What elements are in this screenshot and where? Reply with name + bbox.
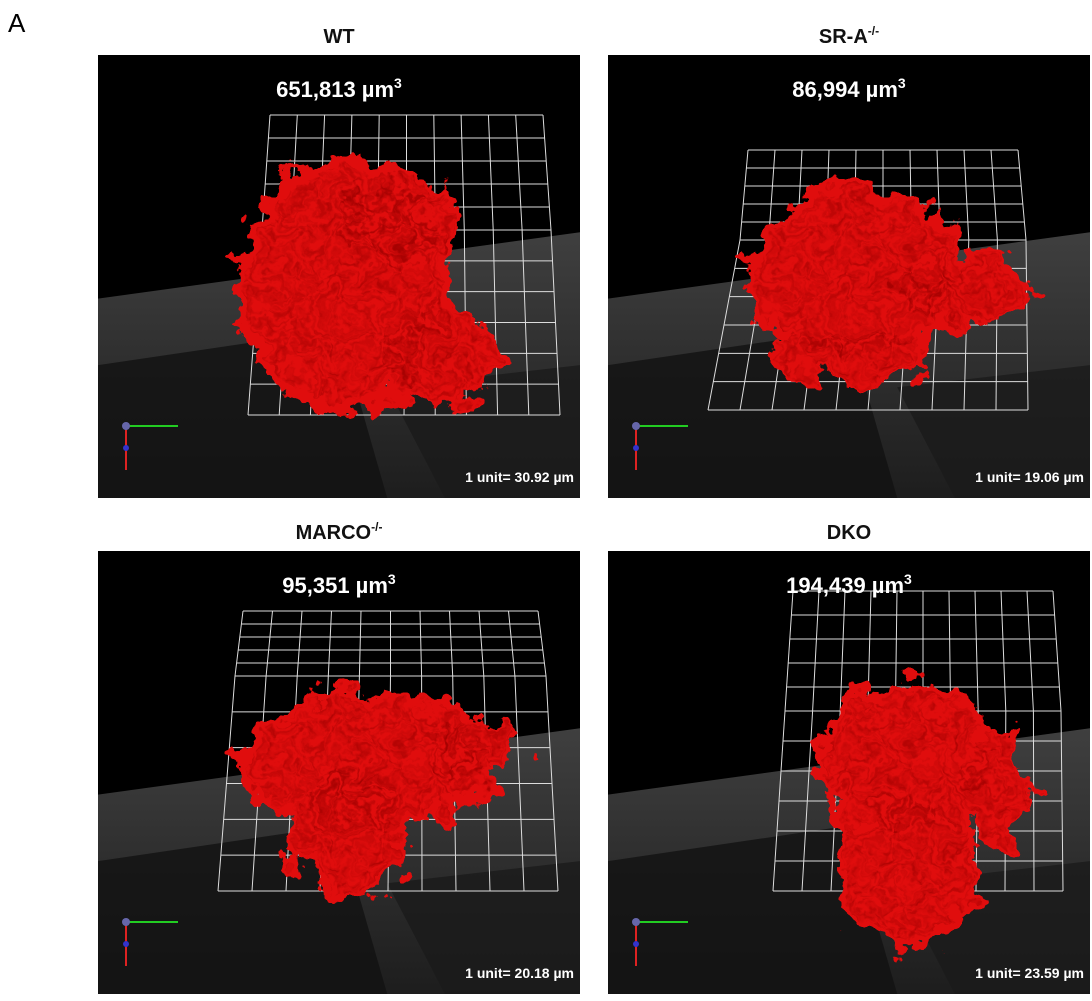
axis-origin	[122, 918, 130, 926]
panel-title: SR-A-/-	[819, 24, 879, 48]
panel-title-text: DKO	[827, 522, 871, 544]
cell-shade	[971, 737, 1025, 845]
axis-z	[633, 445, 639, 451]
volume-label: 194,439 µm3	[786, 571, 912, 598]
axis-z	[633, 941, 639, 947]
panel-title-sup: -/-	[868, 24, 879, 38]
volume-sup: 3	[394, 75, 402, 91]
panel: 95,351 µm3 1 unit= 20.18 µm	[98, 551, 580, 994]
panel-title: MARCO-/-	[296, 520, 383, 544]
volume-text: 651,813 µm	[276, 77, 394, 102]
scale-label: 1 unit= 23.59 µm	[975, 965, 1084, 981]
axis-origin	[122, 422, 130, 430]
cell-shade	[344, 180, 452, 270]
volume-sup: 3	[904, 571, 912, 587]
panel-title-text: WT	[323, 26, 354, 48]
volume-text: 95,351 µm	[282, 573, 388, 598]
cell-shade	[423, 724, 513, 778]
panel: 651,813 µm3 1 unit= 30.92 µm	[98, 55, 580, 498]
axis-z	[123, 941, 129, 947]
volume-text: 86,994 µm	[792, 77, 898, 102]
cell-shade	[845, 799, 971, 943]
panel: 86,994 µm3 1 unit= 19.06 µm	[608, 55, 1090, 498]
figure-label: A	[8, 8, 26, 38]
panel: 194,439 µm3 1 unit= 23.59 µm	[608, 551, 1090, 994]
panel-title: WT	[323, 26, 354, 48]
scale-label: 1 unit= 20.18 µm	[465, 965, 574, 981]
panel-title-sup: -/-	[371, 520, 382, 534]
volume-sup: 3	[388, 571, 396, 587]
axis-z	[123, 445, 129, 451]
volume-label: 86,994 µm3	[792, 75, 906, 102]
volume-text: 194,439 µm	[786, 573, 904, 598]
cell-shade	[294, 768, 402, 894]
panel-title: DKO	[827, 522, 871, 544]
cell-shade	[895, 249, 1021, 321]
axis-origin	[632, 918, 640, 926]
cell-shade	[776, 328, 920, 382]
scale-label: 1 unit= 30.92 µm	[465, 469, 574, 485]
panel-title-text: SR-A	[819, 26, 868, 48]
cell-shade	[384, 310, 492, 400]
scale-label: 1 unit= 19.06 µm	[975, 469, 1084, 485]
panel-title-text: MARCO	[296, 522, 372, 544]
axis-origin	[632, 422, 640, 430]
figure: A 651,813 µm31 unit= 30.92 µmWT86,994 µm…	[0, 0, 1092, 996]
volume-label: 95,351 µm3	[282, 571, 396, 598]
volume-label: 651,813 µm3	[276, 75, 402, 102]
volume-sup: 3	[898, 75, 906, 91]
